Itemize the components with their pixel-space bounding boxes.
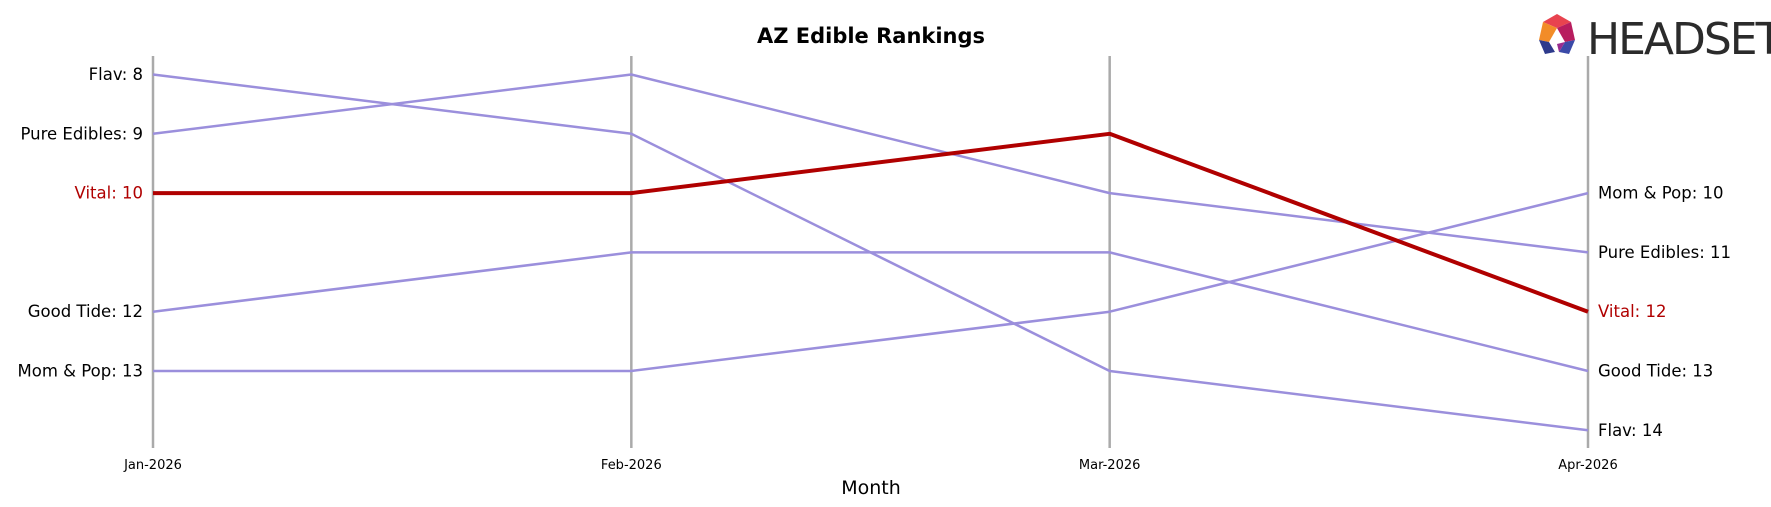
start-label-pure-edibles: Pure Edibles: 9 (20, 124, 143, 143)
x-tick-label: Jan-2026 (123, 458, 182, 473)
series-line-vital (153, 131, 1589, 314)
headset-logo-mark (1539, 14, 1575, 54)
start-label-flav: Flav: 8 (89, 65, 143, 84)
headset-logo: HEADSET (1539, 14, 1771, 65)
chart-title: AZ Edible Rankings (757, 24, 985, 48)
logo-segment-top (1543, 14, 1571, 28)
end-label-pure-edibles: Pure Edibles: 11 (1598, 243, 1731, 262)
x-tick-label: Mar-2026 (1079, 458, 1140, 473)
logo-segment-left (1539, 22, 1557, 42)
rank-labels: Flav: 8 Flav: 14 Pure Edibles: 9 Pure Edibl… (18, 65, 1732, 440)
end-label-flav: Flav: 14 (1598, 421, 1663, 440)
series-line-good-tide (152, 251, 1589, 373)
x-axis-label: Month (841, 477, 901, 499)
x-tick-label: Feb-2026 (601, 458, 662, 473)
start-label-mom-pop: Mom & Pop: 13 (18, 362, 144, 381)
series-line-mom-pop (153, 191, 1589, 373)
logo-segment-bottom-left (1539, 40, 1555, 54)
x-tick-label: Apr-2026 (1558, 458, 1617, 473)
end-label-good-tide: Good Tide: 13 (1598, 362, 1713, 381)
end-label-mom-pop: Mom & Pop: 10 (1598, 184, 1724, 203)
start-label-good-tide: Good Tide: 12 (28, 302, 143, 321)
series-lines (152, 73, 1589, 432)
x-axis-ticks: Jan-2026 Feb-2026 Mar-2026 Apr-2026 (123, 458, 1618, 473)
end-label-vital: Vital: 12 (1598, 302, 1666, 321)
start-label-vital: Vital: 10 (75, 184, 143, 203)
logo-segment-right (1557, 22, 1575, 42)
logo-segment-inner (1557, 42, 1565, 52)
logo-wordmark: HEADSET (1587, 14, 1771, 65)
logo-segment-bottom-right (1559, 40, 1575, 54)
